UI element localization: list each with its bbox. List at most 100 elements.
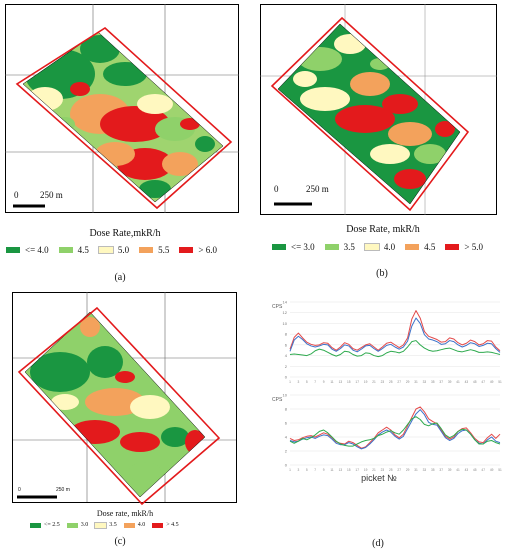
x-tick-label: 17 (355, 468, 359, 472)
x-tick-label: 13 (339, 380, 343, 384)
legend-label: <= 4.0 (25, 245, 49, 255)
legend-label: 3.5 (109, 522, 117, 528)
legend-title-c: Dose rate, mkR/h (96, 509, 154, 518)
legend-item: 3.5 (94, 521, 117, 529)
legend-swatch (97, 246, 114, 254)
legend-b: <= 3.0 3.5 4.0 4.5 > 5.0 (272, 242, 493, 252)
x-tick-label: 39 (448, 468, 452, 472)
legend-label: 5.5 (158, 245, 170, 255)
x-tick-label: 1 (289, 468, 291, 472)
legend-c: <= 2.5 3.0 3.5 4.0 > 4.5 (30, 521, 186, 529)
legend-label: 4.5 (77, 245, 89, 255)
x-tick-label: 21 (372, 380, 376, 384)
y-tick-label: 8 (285, 332, 288, 337)
x-tick-label: 21 (372, 468, 376, 472)
legend-label: 3.5 (343, 242, 355, 252)
legend-item: <= 3.0 (272, 242, 315, 252)
y-tick-label: 2 (285, 364, 288, 369)
x-tick-label: 3 (298, 468, 300, 472)
x-tick-label: 49 (490, 468, 494, 472)
x-tick-label: 7 (314, 380, 316, 384)
y-tick-label: 6 (285, 421, 288, 426)
panel-label-c: (c) (114, 536, 126, 547)
x-tick-label: 49 (490, 380, 494, 384)
x-tick-label: 11 (330, 468, 334, 472)
scale-text-b: 250 m (306, 184, 329, 194)
legend-label: <= 3.0 (291, 242, 315, 252)
y-tick-label: 14 (283, 300, 288, 305)
legend-item: 5.5 (139, 245, 169, 255)
legend-title-b: Dose Rate, mkR/h (346, 224, 420, 235)
x-tick-label: 39 (448, 380, 452, 384)
legend-label: <= 2.5 (44, 522, 60, 528)
scale-text-c: 250 m (56, 487, 70, 493)
x-tick-label: 15 (347, 468, 351, 472)
legend-label: > 6.0 (198, 245, 217, 255)
legend-item: > 5.0 (445, 242, 483, 252)
legend-title-a: Dose Rate,mkR/h (89, 228, 161, 239)
legend-swatch (30, 522, 41, 528)
x-tick-label: 41 (456, 380, 460, 384)
panel-label-b: (b) (376, 268, 388, 279)
x-tick-label: 15 (347, 380, 351, 384)
legend-swatch (324, 244, 339, 250)
x-axis-label: picket № (361, 473, 397, 483)
y-tick-label: 12 (283, 310, 288, 315)
legend-item: 4.0 (363, 242, 395, 252)
x-tick-label: 41 (456, 468, 460, 472)
legend-swatch (272, 244, 286, 250)
x-tick-label: 23 (381, 380, 385, 384)
x-tick-label: 35 (431, 380, 435, 384)
x-tick-label: 27 (397, 468, 401, 472)
scale-zero-a: 0 (14, 190, 19, 200)
x-tick-label: 17 (355, 380, 359, 384)
x-tick-label: 1 (289, 380, 291, 384)
y-tick-label: 2 (285, 449, 288, 454)
legend-label: 4.5 (424, 242, 436, 252)
x-tick-label: 35 (431, 468, 435, 472)
series-line (289, 416, 501, 447)
y-tick-label: 4 (285, 435, 288, 440)
legend-item: 4.0 (123, 522, 145, 528)
x-tick-label: 31 (414, 468, 418, 472)
x-tick-label: 3 (298, 380, 300, 384)
x-tick-label: 27 (397, 380, 401, 384)
x-tick-label: 25 (389, 380, 393, 384)
map-a (5, 4, 239, 213)
legend-label: > 5.0 (464, 242, 483, 252)
panel-label-a: (a) (114, 272, 126, 283)
x-tick-label: 9 (323, 468, 325, 472)
legend-item: > 6.0 (179, 245, 217, 255)
panel-a: 0 250 m Dose Rate,mkR/h <= 4.0 4.5 5.0 5… (0, 0, 250, 290)
y-tick-label: 10 (283, 321, 288, 326)
legend-swatch (139, 247, 154, 253)
legend-swatch (152, 522, 164, 528)
x-tick-label: 43 (465, 468, 469, 472)
x-tick-label: 5 (306, 380, 308, 384)
legend-swatch (445, 244, 460, 250)
map-c (12, 292, 237, 506)
x-tick-label: 23 (381, 468, 385, 472)
scale-zero-c: 0 (18, 487, 21, 493)
legend-label: > 4.5 (166, 522, 179, 528)
x-tick-label: 19 (364, 380, 368, 384)
legend-swatch (405, 244, 420, 250)
x-tick-label: 5 (306, 468, 308, 472)
x-tick-label: 31 (414, 380, 418, 384)
x-tick-label: 33 (423, 468, 427, 472)
x-tick-label: 19 (364, 468, 368, 472)
panel-b: 0 250 m Dose Rate, mkR/h <= 3.0 3.5 4.0 … (258, 0, 508, 290)
x-tick-label: 45 (473, 468, 477, 472)
x-tick-label: 25 (389, 468, 393, 472)
x-tick-label: 13 (339, 468, 343, 472)
panel-d: 0 2 4 6 8 10 12 14 CPS 1 3 5 7 9 11 13 15 17 19 21 23 25 27 29 3… (250, 292, 508, 550)
legend-item: 5.0 (97, 245, 130, 255)
legend-item: <= 4.0 (6, 245, 49, 255)
x-tick-label: 37 (439, 468, 443, 472)
legend-swatch (58, 247, 73, 253)
legend-label: 5.0 (117, 245, 130, 255)
series-line (289, 317, 501, 353)
x-tick-label: 45 (473, 380, 477, 384)
scale-text-a: 250 m (40, 190, 63, 200)
series-line (289, 340, 501, 358)
